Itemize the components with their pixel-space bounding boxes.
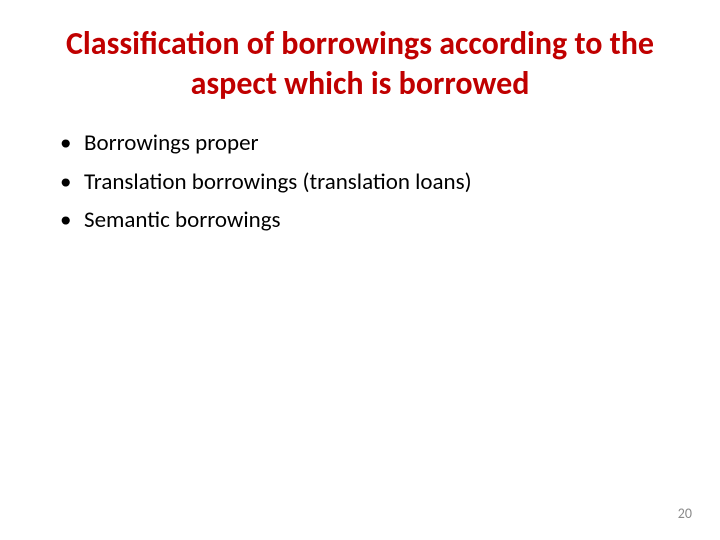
slide-title: Classification of borrowings according t…	[0, 0, 720, 120]
list-item: Translation borrowings (translation loan…	[60, 165, 680, 200]
list-item: Borrowings proper	[60, 126, 680, 161]
page-number: 20	[678, 505, 692, 522]
list-item: Semantic borrowings	[60, 203, 680, 238]
bullet-list: Borrowings proper Translation borrowings…	[0, 120, 720, 238]
